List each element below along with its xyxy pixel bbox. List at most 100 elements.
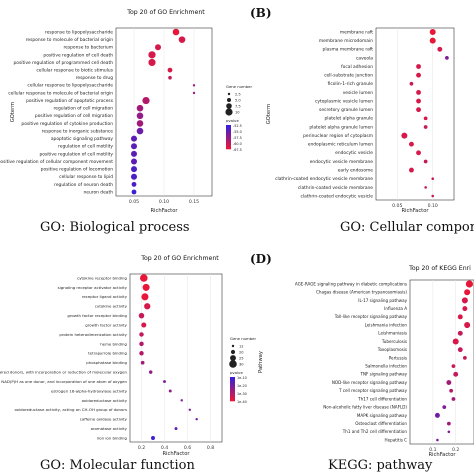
x-tick-label: 0.1	[429, 447, 436, 453]
data-point	[429, 37, 436, 44]
data-point	[180, 399, 183, 402]
legend-color-bar-segment	[226, 135, 231, 138]
y-category-label: T cell receptor signaling pathway	[338, 388, 408, 393]
legend-size-label: 7.5	[235, 104, 241, 108]
data-point	[416, 107, 421, 113]
y-category-label: positive regulation of programmed cell d…	[14, 60, 114, 66]
x-tick-label: 0.15	[189, 199, 199, 205]
data-point	[131, 143, 137, 150]
data-point	[424, 186, 427, 189]
panel-tag-b: (B)	[250, 6, 272, 20]
legend-color-bar-segment	[230, 379, 235, 382]
legend-size-label: 25	[239, 356, 244, 360]
y-category-label: membrane raft	[340, 29, 373, 35]
y-category-label: Th17 cell differentiation	[357, 396, 407, 401]
data-point	[464, 322, 471, 329]
y-category-label: ficolin-1-rich granule	[328, 81, 374, 87]
data-point	[457, 314, 463, 320]
legend-count-title: Gene number	[226, 84, 252, 89]
legend-size-label: 10	[235, 110, 240, 114]
y-category-label: oxidoreductase activity, acting on paire…	[0, 370, 128, 375]
y-category-label: caveola	[356, 55, 373, 61]
y-category-label: positive regulation of cell migration	[35, 113, 113, 119]
y-axis-label: GOterm	[10, 102, 16, 122]
legend-color-bar-segment	[230, 391, 235, 394]
y-category-label: Tuberculosis	[381, 339, 407, 344]
chart-title: Top 20 of KEGG Enri	[408, 265, 471, 272]
data-point	[461, 297, 468, 304]
y-category-label: Leishmania infection	[365, 322, 408, 327]
y-category-label: Th1 and Th2 cell differentiation	[342, 429, 408, 434]
data-point	[446, 380, 452, 385]
legend-color-label: 1e-40	[237, 400, 247, 404]
data-point	[136, 127, 144, 135]
legend-color-label: 1e-20	[237, 384, 247, 388]
legend-size-label: 12	[239, 344, 244, 348]
data-point	[409, 167, 414, 173]
data-point	[155, 44, 161, 51]
legend-color-bar-segment	[226, 147, 231, 150]
y-category-label: clathrin-coated vesicle membrane	[298, 185, 373, 191]
y-category-label: response to molecule of bacterial origin	[26, 37, 114, 43]
y-category-label: early endosome	[338, 168, 374, 174]
data-point	[445, 56, 449, 60]
data-point	[192, 84, 196, 87]
data-point	[416, 98, 421, 104]
data-point	[131, 135, 137, 142]
legend-size-point	[226, 103, 232, 109]
legend-color-label: -57.5	[233, 136, 242, 140]
y-category-label: oxidoreductase activity, acting on paire…	[0, 379, 128, 384]
data-point	[409, 81, 414, 86]
y-category-label: Osteoclast differentiation	[355, 421, 407, 426]
x-tick-label: 0.05	[129, 199, 139, 205]
y-category-label: response to drug	[76, 75, 114, 81]
y-category-label: response to bacterium	[63, 45, 113, 51]
data-point	[136, 120, 144, 127]
legend-size-label: 20	[239, 350, 244, 354]
legend-color-bar-segment	[230, 395, 235, 398]
y-category-label: growth factor activity	[85, 322, 127, 327]
caption-molecular-function: GO: Molecular function	[40, 458, 195, 473]
y-category-label: Toxoplasmosis	[377, 347, 407, 352]
y-category-label: regulation of cell motility	[58, 144, 113, 150]
y-category-label: regulation of neuron death	[54, 182, 113, 188]
legend-count-title: Gene number	[230, 336, 256, 341]
legend-color-bar-segment	[226, 141, 231, 144]
y-category-label: clathrin-coated endocytic vesicle	[301, 193, 374, 199]
data-point	[447, 430, 451, 434]
data-point	[416, 64, 421, 69]
y-category-label: Leishmaniasis	[378, 331, 407, 336]
x-axis-label: RichFactor	[401, 208, 429, 214]
x-axis-label: RichFactor	[162, 451, 190, 457]
data-point	[167, 67, 173, 73]
panel-tag-d: (D)	[250, 252, 272, 266]
y-category-label: cell-substrate junction	[324, 73, 373, 79]
data-point	[188, 408, 191, 411]
data-point	[144, 303, 151, 310]
data-point	[148, 370, 153, 374]
data-point	[462, 356, 467, 360]
x-tick-label: 0.4	[161, 445, 168, 451]
y-category-label: Salmonella infection	[365, 364, 407, 369]
x-tick-label: 0.8	[207, 445, 214, 451]
x-tick-label: 0.10	[428, 203, 438, 209]
y-category-label: Influenza A	[384, 306, 407, 311]
y-category-label: endocytic vesicle membrane	[310, 159, 374, 165]
legend-size-point	[231, 344, 235, 348]
y-category-label: platelet alpha granule	[325, 116, 374, 122]
data-point	[131, 189, 137, 195]
legend-color-title: pvalue	[226, 118, 239, 123]
x-tick-label: 0.10	[159, 199, 169, 205]
y-category-label: response to lipopolysaccharide	[45, 29, 113, 35]
legend-color-bar-segment	[230, 389, 235, 392]
caption-cellular-component: GO: Cellular componen	[340, 220, 474, 235]
y-category-label: aromatase activity	[91, 426, 128, 431]
y-category-label: positive regulation of cell death	[43, 52, 113, 58]
y-category-label: Non-alcoholic fatty liver disease (NAFLD…	[323, 405, 407, 410]
y-category-label: cellular response to lipid	[59, 174, 113, 180]
legend-color-bar-segment	[226, 133, 231, 136]
data-point	[401, 132, 408, 139]
